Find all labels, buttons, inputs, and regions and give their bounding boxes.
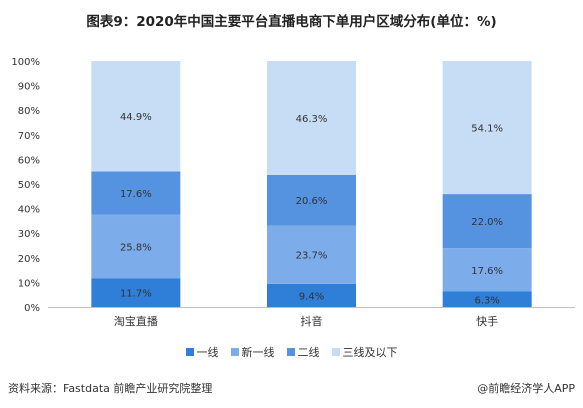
source-note: 资料来源：Fastdata 前瞻产业研究院整理 xyxy=(8,382,213,395)
legend-label: 三线及以下 xyxy=(342,346,398,359)
y-tick-label: 80% xyxy=(18,106,40,117)
legend-item: 新一线 xyxy=(230,344,275,360)
data-label: 23.7% xyxy=(296,251,328,262)
y-tick-label: 20% xyxy=(18,254,40,265)
x-tick-label: 快手 xyxy=(476,314,498,328)
legend-swatch xyxy=(286,348,295,356)
data-label: 20.6% xyxy=(296,196,328,207)
legend-item: 三线及以下 xyxy=(331,344,398,360)
bar-segment xyxy=(91,278,181,307)
legend-swatch xyxy=(185,348,194,356)
y-tick-label: 40% xyxy=(18,205,40,216)
legend-label: 一线 xyxy=(196,346,219,359)
legend-label: 新一线 xyxy=(241,346,275,359)
data-label: 44.9% xyxy=(120,112,152,123)
bar-segment xyxy=(91,171,181,215)
bar-segment xyxy=(267,174,356,226)
y-axis: 0% 10% 20% 30% 40% 50% 60% 70% 80% 90% 100% xyxy=(11,57,40,314)
bar-segment xyxy=(442,194,532,249)
chart-title: 图表9：2020年中国主要平台直播电商下单用户区域分布(单位：%) xyxy=(86,14,497,30)
bar-segment xyxy=(442,291,532,307)
data-label: 17.6% xyxy=(120,189,152,200)
x-tick-label: 淘宝直播 xyxy=(114,314,158,328)
legend-swatch xyxy=(331,348,340,356)
bar-segment xyxy=(442,248,532,292)
bar-segment xyxy=(91,214,181,279)
y-tick-label: 0% xyxy=(24,303,40,314)
y-tick-label: 10% xyxy=(18,278,40,289)
data-label: 17.6% xyxy=(471,266,503,277)
x-tick-label: 抖音 xyxy=(301,314,323,328)
legend-item: 二线 xyxy=(286,344,320,360)
brand-credit: @前瞻经济学人APP xyxy=(477,382,575,395)
bars: 11.7% 25.8% 17.6% 44.9% 9.4% 23.7% 20.6% 46.3% 6… xyxy=(91,61,532,307)
bar-segment xyxy=(267,283,356,307)
x-axis: 淘宝直播 抖音 快手 xyxy=(48,307,575,328)
data-label: 9.4% xyxy=(299,291,324,302)
legend-swatch xyxy=(230,348,239,356)
bar-segment xyxy=(267,225,356,284)
data-label: 25.8% xyxy=(120,242,152,253)
data-label: 46.3% xyxy=(296,114,328,125)
bar-segment xyxy=(442,61,532,195)
y-tick-label: 30% xyxy=(18,229,40,240)
bar-segment xyxy=(91,61,181,172)
y-tick-label: 90% xyxy=(18,82,40,93)
data-label: 22.0% xyxy=(471,217,503,228)
data-label: 11.7% xyxy=(120,289,152,300)
y-tick-label: 100% xyxy=(11,57,40,68)
y-tick-label: 70% xyxy=(18,131,40,142)
legend-label: 二线 xyxy=(297,346,320,359)
bar-segment xyxy=(267,61,356,175)
y-tick-label: 50% xyxy=(18,180,40,191)
legend-item: 一线 xyxy=(185,344,219,360)
data-label: 6.3% xyxy=(474,295,499,306)
data-label: 54.1% xyxy=(471,124,503,135)
y-tick-label: 60% xyxy=(18,155,40,166)
legend: 一线 新一线 二线 三线及以下 xyxy=(0,344,583,360)
